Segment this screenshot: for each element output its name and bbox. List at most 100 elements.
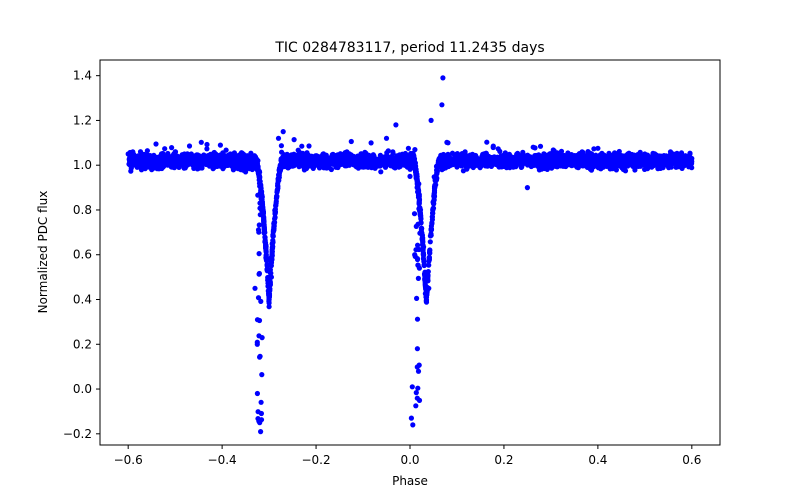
data-point	[428, 117, 434, 123]
data-point	[410, 422, 416, 428]
data-point	[280, 159, 286, 165]
data-point	[415, 275, 421, 281]
data-point	[430, 206, 436, 212]
data-point	[612, 150, 618, 156]
data-point	[445, 151, 451, 157]
data-point	[295, 147, 301, 153]
data-point	[255, 167, 262, 174]
data-point	[273, 202, 279, 208]
data-point	[426, 254, 432, 260]
data-point	[660, 154, 666, 160]
data-point	[155, 164, 161, 170]
data-point	[432, 183, 438, 189]
data-point	[295, 155, 301, 162]
data-point	[402, 158, 408, 164]
data-point	[266, 296, 272, 303]
data-point	[413, 390, 419, 396]
data-point	[256, 317, 263, 324]
data-point	[554, 154, 561, 160]
data-point	[416, 206, 422, 212]
data-point	[491, 159, 497, 165]
data-point	[476, 163, 482, 169]
data-point	[257, 353, 263, 359]
data-point	[252, 154, 259, 160]
data-point	[416, 193, 422, 200]
data-point	[409, 384, 415, 390]
data-point	[532, 145, 538, 151]
data-point	[275, 183, 281, 189]
data-point	[542, 153, 548, 159]
data-point	[466, 160, 472, 166]
data-point	[160, 164, 166, 170]
data-point	[234, 161, 240, 167]
data-point	[554, 160, 560, 166]
data-point	[264, 257, 270, 263]
data-point	[484, 139, 490, 145]
data-point	[488, 163, 494, 169]
data-point	[414, 181, 420, 187]
data-point	[426, 262, 432, 268]
data-point	[559, 156, 565, 162]
data-point	[258, 429, 264, 435]
data-point	[233, 157, 239, 163]
data-point	[567, 158, 573, 164]
data-point	[599, 158, 605, 164]
data-point	[584, 159, 590, 166]
data-point	[414, 174, 420, 180]
data-point	[169, 164, 175, 170]
data-point	[413, 247, 419, 253]
data-point	[414, 256, 421, 263]
data-point	[455, 160, 461, 166]
data-point	[524, 155, 531, 161]
data-point	[549, 164, 555, 170]
data-point	[263, 249, 269, 255]
x-tick-label: 0.4	[588, 453, 607, 467]
y-tick-label: 0.8	[73, 203, 92, 217]
data-point	[622, 168, 629, 174]
data-point	[211, 154, 217, 160]
data-point	[416, 200, 422, 206]
data-point	[626, 157, 632, 163]
x-tick-label: −0.4	[208, 453, 237, 467]
data-point	[537, 143, 544, 149]
data-point	[238, 150, 245, 156]
data-point	[613, 154, 619, 160]
data-point	[162, 146, 168, 152]
data-point	[405, 154, 411, 161]
data-point	[461, 159, 467, 165]
data-point	[426, 258, 432, 264]
data-point	[423, 299, 429, 305]
data-point	[179, 159, 185, 166]
data-point	[280, 129, 286, 135]
data-point	[440, 75, 446, 81]
data-point	[254, 341, 260, 347]
data-point	[278, 143, 284, 149]
data-point	[348, 138, 354, 145]
data-point	[274, 193, 280, 199]
data-point	[655, 166, 661, 172]
x-axis-label: Phase	[392, 474, 428, 488]
data-point	[417, 210, 423, 217]
data-point	[650, 150, 656, 156]
data-point	[407, 173, 413, 179]
data-point	[415, 242, 421, 248]
data-point	[255, 416, 261, 422]
data-point	[137, 149, 144, 155]
data-point	[249, 164, 255, 170]
data-point	[125, 151, 131, 157]
data-point	[613, 167, 620, 173]
data-point	[415, 368, 422, 374]
x-tick-label: −0.6	[114, 453, 143, 467]
data-point	[642, 166, 648, 172]
data-point	[256, 222, 262, 228]
data-point	[417, 230, 423, 236]
data-point	[331, 158, 338, 164]
data-point	[285, 154, 291, 161]
data-point	[219, 155, 225, 162]
y-tick-label: 1.4	[73, 69, 92, 83]
data-point	[569, 163, 575, 169]
data-point	[191, 158, 197, 165]
data-point	[510, 164, 516, 170]
data-point	[637, 152, 643, 158]
data-point	[659, 160, 666, 166]
